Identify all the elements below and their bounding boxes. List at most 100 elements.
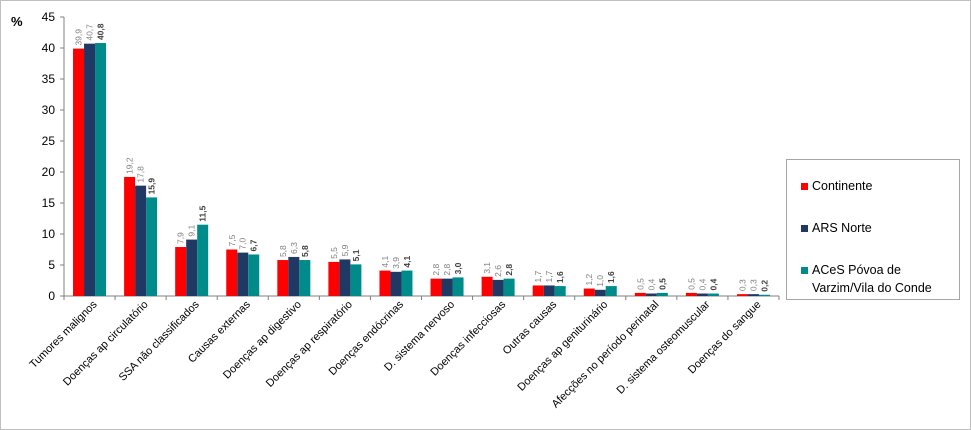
x-tick-label: D. sistema osteomuscular: [615, 298, 713, 396]
bar: [401, 270, 413, 296]
bar: [248, 254, 260, 296]
data-label: 2,6: [493, 265, 503, 277]
data-label: 6,7: [249, 239, 259, 251]
bar: [350, 264, 362, 296]
bar: [95, 43, 107, 296]
data-label: 2,8: [431, 264, 441, 276]
data-label: 5,9: [340, 244, 350, 256]
bar: [328, 261, 340, 296]
bar: [124, 176, 136, 296]
data-labels: 39,9 40,7 40,8 19,217,815,9 7,99,111,5 7,5 7,0…: [74, 23, 770, 292]
bar: [685, 292, 697, 296]
legend-item-ars-norte: ARS Norte: [801, 219, 872, 237]
bar: [758, 294, 770, 296]
bar: [634, 292, 646, 296]
bar: [186, 239, 198, 296]
bar: [532, 285, 544, 296]
data-label: 0,5: [686, 278, 696, 290]
bar: [492, 279, 504, 296]
data-label: 5,1: [351, 249, 361, 261]
y-tick-label: 0: [48, 289, 55, 303]
bar: [452, 277, 464, 296]
bar: [736, 294, 748, 296]
bar: [146, 197, 158, 296]
data-label: 19,2: [125, 157, 135, 174]
bar: [175, 247, 187, 296]
y-tick-label: 40: [42, 41, 56, 55]
legend: Continente ARS Norte ACeS Póvoa de Varzi…: [786, 159, 960, 300]
x-tick-label: Doenças ap respiratório: [264, 299, 355, 390]
y-tick-label: 25: [42, 134, 56, 148]
bar: [645, 293, 657, 296]
data-label: 0,4: [646, 278, 656, 290]
data-label: 3,0: [453, 262, 463, 274]
bar: [543, 285, 555, 296]
bar: [73, 48, 85, 297]
data-label: 1,0: [595, 275, 605, 287]
data-label: 0,5: [635, 278, 645, 290]
data-label: 0,5: [657, 278, 667, 290]
data-label: 2,8: [442, 264, 452, 276]
bar: [84, 43, 96, 296]
data-label: 5,8: [278, 245, 288, 257]
legend-label-ars-norte: ARS Norte: [812, 221, 872, 235]
data-label: 2,8: [504, 264, 514, 276]
data-label: 0,3: [748, 279, 758, 291]
legend-swatch-ars-norte: [801, 225, 808, 232]
data-label: 9,1: [187, 224, 197, 236]
bar: [430, 278, 442, 296]
data-label: 5,8: [300, 245, 310, 257]
bar: [237, 252, 249, 296]
bar: [379, 270, 391, 296]
data-label: 11,5: [198, 205, 208, 221]
y-tick-label: 45: [42, 10, 56, 24]
bar: [339, 259, 351, 296]
data-label: 0,4: [697, 278, 707, 290]
y-tick-label: 20: [42, 165, 56, 179]
bar: [656, 292, 668, 296]
bar: [277, 260, 289, 296]
data-label: 17,8: [136, 166, 146, 183]
y-tick-label: 5: [48, 258, 55, 272]
data-label: 6,3: [289, 242, 299, 254]
y-tick-label: 35: [42, 72, 56, 86]
data-label: 1,7: [533, 270, 543, 282]
y-tick-label: 30: [42, 103, 56, 117]
bar: [583, 288, 595, 296]
bar: [288, 256, 300, 296]
bar: [441, 278, 453, 296]
data-label: 7,9: [176, 232, 186, 244]
bar: [696, 293, 708, 296]
x-tick-label: Afecções no período perinatal: [550, 299, 662, 411]
data-label: 39,9: [74, 29, 84, 46]
data-label: 0,3: [737, 279, 747, 291]
bar: [747, 294, 759, 296]
bar: [135, 185, 147, 296]
x-tick-label: Doenças ap circulatório: [61, 299, 151, 389]
bar: [707, 293, 719, 296]
bar: [481, 276, 493, 296]
bar: [197, 224, 209, 296]
data-label: 5,5: [329, 247, 339, 259]
data-label: 4,1: [402, 255, 412, 267]
legend-swatch-aces: [801, 267, 808, 274]
data-label: 40,7: [85, 24, 95, 41]
legend-item-continente: Continente: [801, 177, 872, 195]
y-tick-label: 10: [42, 227, 56, 241]
data-label: 3,9: [391, 257, 401, 269]
legend-item-aces: ACeS Póvoa de Varzim/Vila do Conde: [801, 261, 932, 297]
data-label: 1,2: [584, 273, 594, 285]
data-label: 1,7: [544, 270, 554, 282]
legend-swatch-continente: [801, 183, 808, 190]
data-label: 15,9: [147, 178, 157, 195]
data-label: 40,8: [96, 23, 106, 40]
bars: [73, 43, 770, 297]
bar: [299, 260, 311, 296]
legend-label-aces: ACeS Póvoa de Varzim/Vila do Conde: [812, 263, 932, 295]
data-label: 3,1: [482, 262, 492, 274]
data-label: 4,1: [380, 255, 390, 267]
y-axis-label: %: [11, 14, 23, 29]
legend-label-continente: Continente: [812, 179, 873, 193]
data-label: 1,6: [555, 271, 565, 283]
